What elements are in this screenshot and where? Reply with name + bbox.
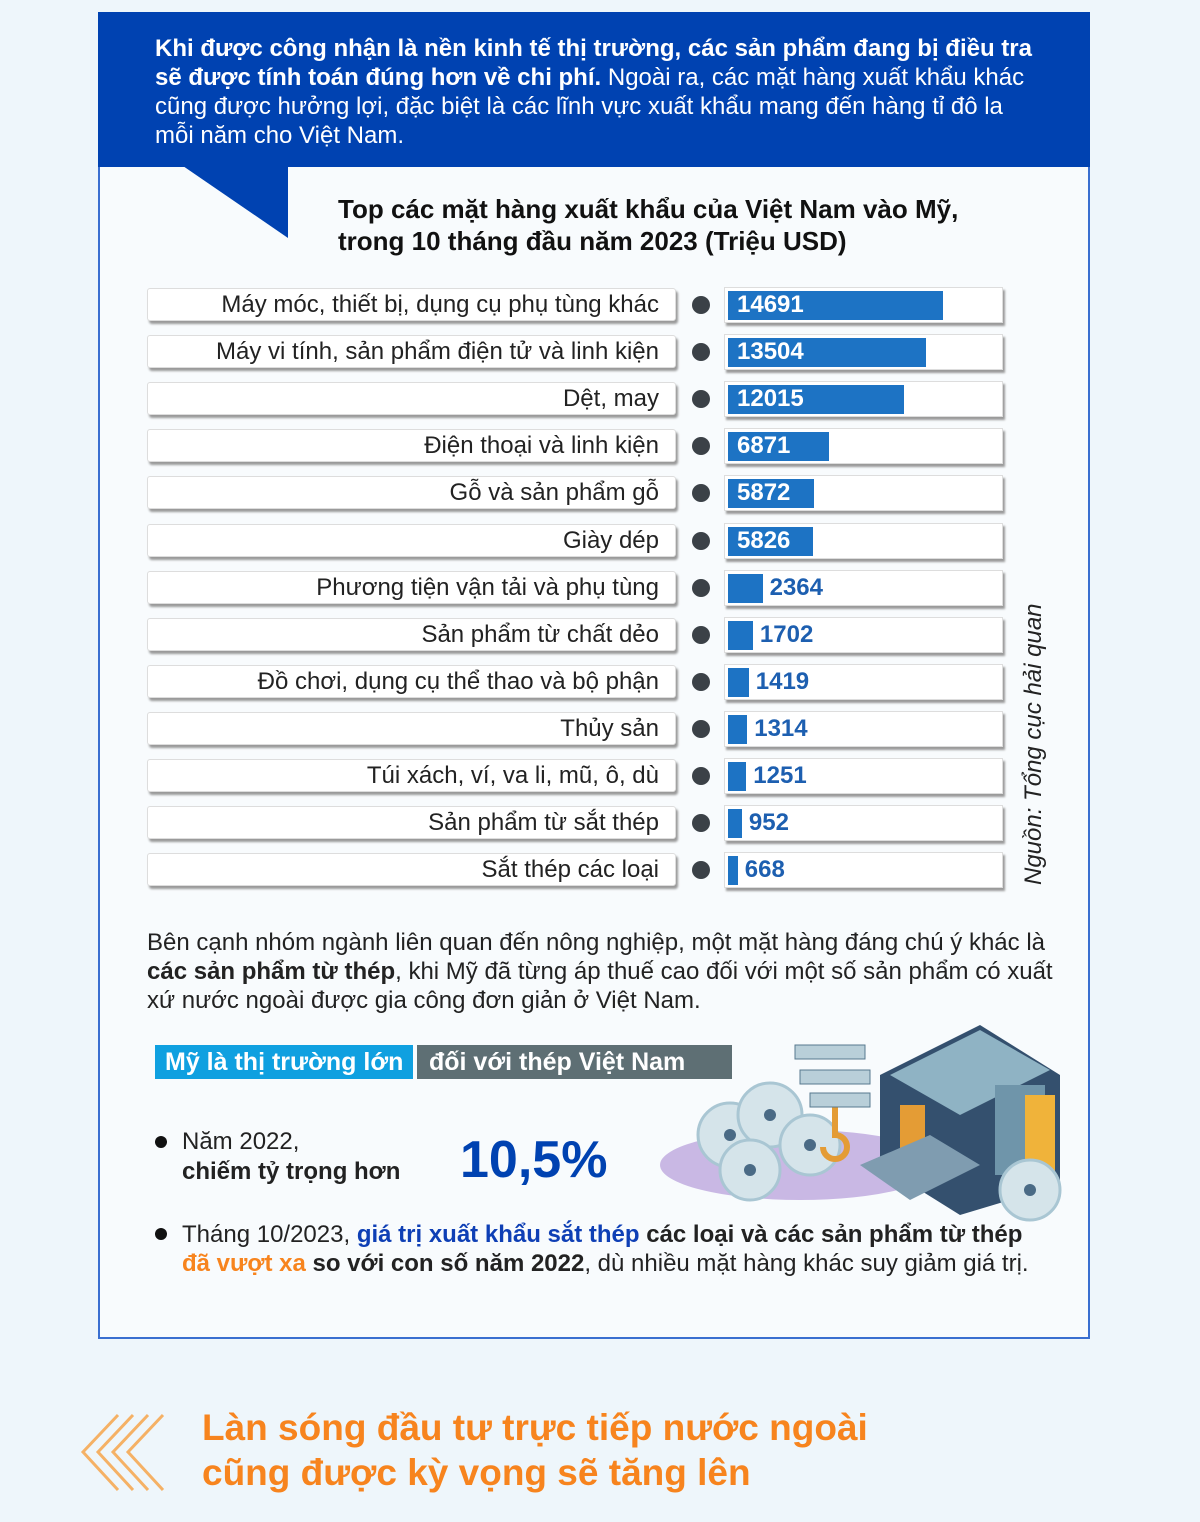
percent-value: 10,5% — [460, 1131, 608, 1189]
bullet-dot — [155, 1228, 167, 1240]
tag-vn-steel: đối với thép Việt Nam — [417, 1045, 732, 1079]
bar-value: 12015 — [737, 385, 804, 413]
row-dot — [692, 814, 710, 833]
row-dot — [692, 719, 710, 738]
bar-track: 952 — [724, 805, 1003, 842]
row-dot — [692, 296, 710, 314]
bar-value: 952 — [748, 809, 789, 837]
category-label: Điện thoại và linh kiện — [147, 429, 676, 463]
row-dot — [692, 767, 710, 785]
bar-track: 5872 — [724, 475, 1003, 512]
bar — [728, 762, 747, 791]
bar — [728, 620, 753, 650]
b2-text-2: , dù nhiều mặt hàng khác suy giảm giá tr… — [584, 1250, 1029, 1277]
bar-value: 6871 — [737, 432, 791, 460]
category-label: Máy móc, thiết bị, dụng cụ phụ tùng khác — [147, 288, 676, 321]
row-dot — [692, 531, 710, 550]
bullet-dot — [155, 1136, 167, 1148]
bar-value: 5826 — [737, 526, 791, 554]
bar — [728, 573, 763, 603]
row-dot — [692, 437, 710, 456]
bar-track: 14691 — [724, 287, 1003, 323]
chevron-left-icon — [80, 1413, 165, 1492]
bar — [728, 385, 904, 415]
bar-value: 1419 — [755, 667, 810, 695]
heading-line2: cũng được kỳ vọng sẽ tăng lên — [202, 1452, 751, 1493]
bar-track: 13504 — [724, 334, 1003, 371]
bar-value: 13504 — [737, 338, 804, 366]
category-label: Sắt thép các loại — [147, 853, 676, 887]
steel-paragraph: Bên cạnh nhóm ngành liên quan đến nông n… — [147, 928, 1057, 1015]
source-note: Nguồn: Tổng cục hải quan — [1020, 603, 1047, 885]
intro-bold: Khi được công nhận là nền kinh tế thị tr… — [155, 35, 1032, 91]
category-label: Đồ chơi, dụng cụ thể thao và bộ phận — [147, 664, 676, 698]
row-dot — [692, 343, 710, 362]
category-label: Giày dép — [147, 523, 676, 557]
row-dot — [692, 484, 710, 503]
row-dot — [692, 672, 710, 691]
chart-title-line2: trong 10 tháng đầu năm 2023 (Triệu USD) — [338, 226, 847, 256]
bar-track: 2364 — [724, 569, 1003, 606]
bar-track: 1702 — [724, 616, 1003, 653]
bar-value: 668 — [744, 856, 785, 884]
category-label: Máy vi tính, sản phẩm điện tử và linh ki… — [147, 335, 676, 369]
bar-value: 1314 — [754, 714, 808, 742]
bar-value: 1702 — [759, 620, 814, 648]
b2-text: Tháng 10/2023, — [182, 1221, 357, 1248]
bullet-2022: Năm 2022, chiếm tỷ trọng hơn — [182, 1127, 400, 1187]
section-heading: Làn sóng đầu tư trực tiếp nước ngoài cũng… — [202, 1405, 868, 1495]
category-label: Gỗ và sản phẩm gỗ — [147, 476, 676, 510]
chart-title: Top các mặt hàng xuất khẩu của Việt Nam … — [338, 193, 958, 257]
bar — [728, 338, 926, 368]
b2-orange: đã vượt xa — [182, 1250, 306, 1277]
b2-bold: các loại và các sản phẩm từ thép — [639, 1221, 1023, 1248]
category-label: Thủy sản — [147, 711, 676, 745]
category-label: Phương tiện vận tải và phụ tùng — [147, 570, 676, 604]
heading-line1: Làn sóng đầu tư trực tiếp nước ngoài — [202, 1407, 868, 1448]
b2-bold-2: so với con số năm 2022 — [305, 1250, 585, 1277]
bar — [728, 667, 749, 697]
bar-value: 14691 — [737, 291, 804, 318]
bar — [728, 526, 814, 556]
tag-us-market: Mỹ là thị trường lớn — [155, 1045, 414, 1079]
b2-blue: giá trị xuất khẩu sắt thép — [356, 1221, 640, 1248]
bullet-oct-2023: Tháng 10/2023, giá trị xuất khẩu sắt thé… — [182, 1220, 1052, 1278]
b1-line1: Năm 2022, — [182, 1128, 300, 1155]
bar-track: 5826 — [724, 522, 1003, 559]
bar-value: 5872 — [737, 479, 791, 507]
bar-track: 6871 — [724, 428, 1003, 465]
category-label: Dệt, may — [147, 382, 676, 416]
category-label: Túi xách, ví, va li, mũ, ô, dù — [147, 759, 676, 792]
bar-track: 1419 — [724, 663, 1003, 700]
category-label: Sản phẩm từ sắt thép — [147, 806, 676, 840]
bar — [728, 479, 814, 509]
bar-value: 2364 — [769, 573, 823, 601]
intro-banner: Khi được công nhận là nền kinh tế thị tr… — [98, 12, 1090, 167]
row-dot — [692, 578, 710, 597]
bar-track: 12015 — [724, 381, 1003, 418]
bar-track: 668 — [724, 852, 1003, 889]
bar-track: 1251 — [724, 758, 1003, 794]
bar — [728, 714, 748, 744]
b1-line2: chiếm tỷ trọng hơn — [182, 1158, 401, 1185]
row-dot — [692, 861, 710, 880]
chart-title-line1: Top các mặt hàng xuất khẩu của Việt Nam … — [338, 194, 959, 224]
intro-text: Ngoài ra, các mặt hàng xuất khẩu khác cũ… — [155, 64, 1025, 149]
bar — [728, 432, 829, 462]
row-dot — [692, 390, 710, 409]
para-text-2: , khi Mỹ đã từng áp thuế cao đối với một… — [147, 958, 1053, 1014]
bar-track: 1314 — [724, 710, 1003, 747]
para-bold: các sản phẩm từ thép — [147, 958, 396, 985]
bar — [728, 809, 742, 839]
para-text: Bên cạnh nhóm ngành liên quan đến nông n… — [147, 929, 1045, 956]
row-dot — [692, 625, 710, 644]
steel-factory-illustration — [660, 1025, 1062, 1222]
category-label: Sản phẩm từ chất dẻo — [147, 617, 676, 651]
bar — [728, 291, 943, 320]
bar — [728, 856, 738, 886]
bar-value: 1251 — [753, 762, 807, 789]
